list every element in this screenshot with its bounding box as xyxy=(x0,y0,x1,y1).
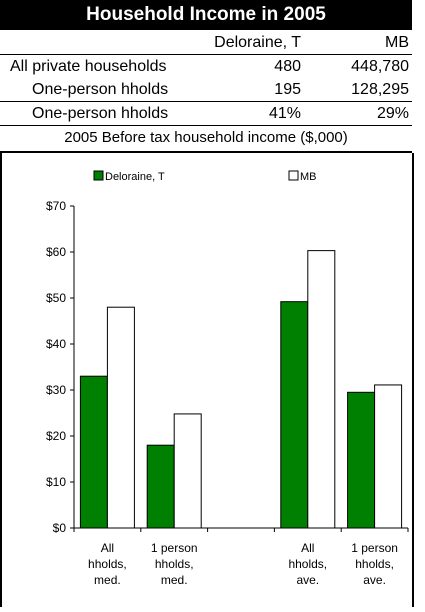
x-tick-label: hholds, xyxy=(288,557,327,571)
y-tick-label: $10 xyxy=(46,475,66,489)
row-label: One-person hholds xyxy=(32,81,169,98)
y-tick-label: $20 xyxy=(46,429,66,443)
row-value-deloraine: 480 xyxy=(274,58,301,75)
row-label: One-person hholds xyxy=(32,105,169,122)
bar-chart: $0 $10 $20 $30 $40 $50 $60 $70 All hholds, med. 1 p… xyxy=(46,170,409,587)
x-tick-label: All xyxy=(101,541,114,555)
bar-mb xyxy=(106,306,135,529)
x-tick-label: ave. xyxy=(296,573,319,587)
row-label: All private households xyxy=(10,58,167,75)
x-tick-label: hholds, xyxy=(155,557,194,571)
bar-deloraine xyxy=(79,375,108,529)
row-value-mb: 29% xyxy=(376,105,409,122)
x-tick-label: All xyxy=(301,541,314,555)
x-tick-label: 1 person xyxy=(351,541,398,555)
legend-swatch-mb xyxy=(288,170,299,181)
bar-deloraine xyxy=(146,444,175,529)
header-deloraine: Deloraine, T xyxy=(214,34,301,51)
row-value-deloraine: 195 xyxy=(274,81,301,98)
header-mb: MB xyxy=(385,34,409,51)
x-tick-label: med. xyxy=(94,573,121,587)
bar-mb xyxy=(173,413,202,529)
x-tick-label: med. xyxy=(161,573,188,587)
chart-frame: $0 $10 $20 $30 $40 $50 $60 $70 All hholds, med. 1 p… xyxy=(0,153,414,607)
row-value-mb: 128,295 xyxy=(351,81,409,98)
y-tick-label: $50 xyxy=(46,291,66,305)
row-value-deloraine: 41% xyxy=(268,105,301,122)
y-tick-label: $30 xyxy=(46,383,66,397)
bar-mb xyxy=(374,384,403,529)
y-tick-label: $70 xyxy=(46,199,66,213)
table-header-row: Deloraine, T MB xyxy=(0,31,412,55)
y-tick-label: $40 xyxy=(46,337,66,351)
x-tick-label: hholds, xyxy=(355,557,394,571)
y-tick-label: $0 xyxy=(53,521,67,535)
x-tick-label: hholds, xyxy=(88,557,127,571)
row-value-mb: 448,780 xyxy=(351,58,409,75)
chart-caption: 2005 Before tax household income ($,000) xyxy=(0,126,412,153)
bar-deloraine xyxy=(280,301,309,529)
table-row: All private households 480 448,780 xyxy=(0,55,412,78)
legend-label-deloraine: Deloraine, T xyxy=(105,171,165,183)
legend-label-mb: MB xyxy=(300,171,317,183)
income-table: Deloraine, T MB All private households 4… xyxy=(0,31,412,126)
legend-swatch-deloraine xyxy=(93,170,104,181)
chart-title: Household Income in 2005 xyxy=(0,0,412,30)
table-row: One-person hholds 41% 29% xyxy=(0,102,412,126)
x-tick-label: ave. xyxy=(363,573,386,587)
table-row: One-person hholds 195 128,295 xyxy=(0,78,412,102)
x-tick-label: 1 person xyxy=(151,541,198,555)
y-tick-label: $60 xyxy=(46,245,66,259)
bar-mb xyxy=(307,250,336,529)
bar-deloraine xyxy=(347,391,376,529)
